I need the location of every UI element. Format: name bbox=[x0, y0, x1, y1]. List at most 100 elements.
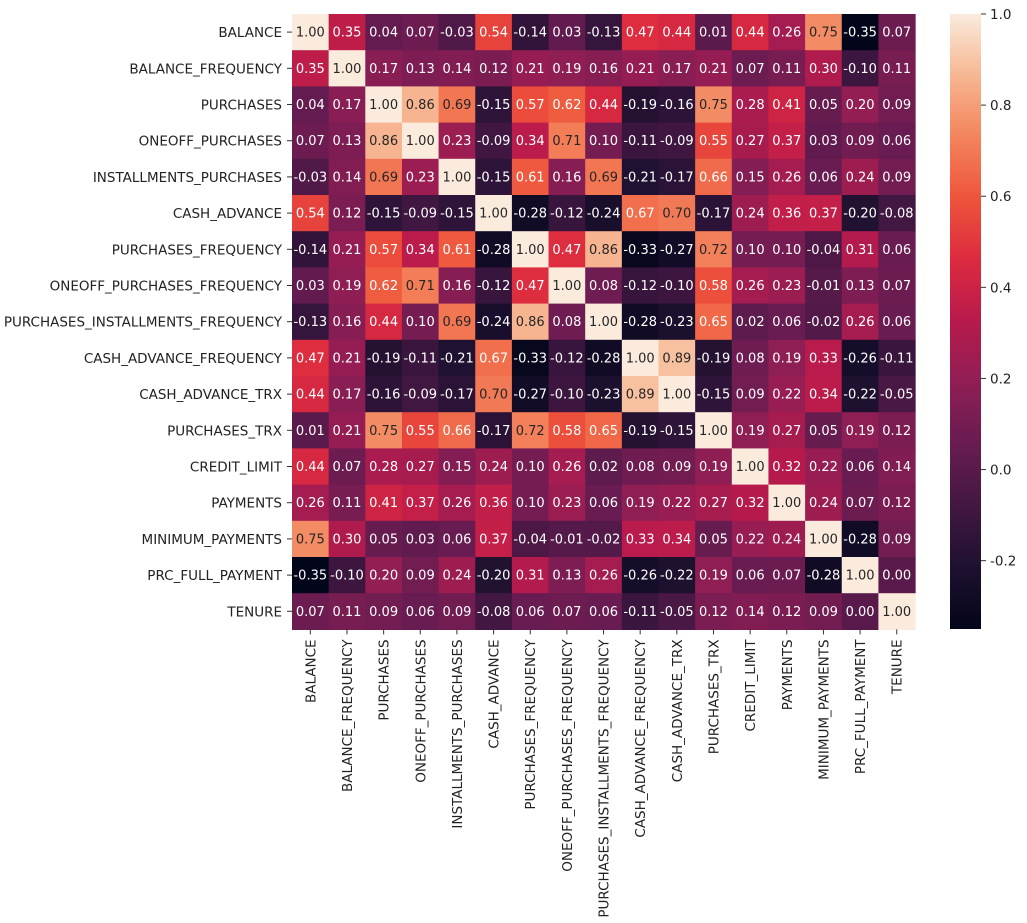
heatmap-cell-label: 0.24 bbox=[846, 170, 875, 185]
heatmap-cell bbox=[621, 158, 660, 196]
heatmap-cell bbox=[805, 339, 843, 377]
heatmap-cell bbox=[768, 339, 806, 377]
heatmap-cell bbox=[695, 195, 733, 232]
heatmap-cell-label: 1.00 bbox=[479, 207, 508, 222]
heatmap-cell-label: 0.10 bbox=[406, 315, 435, 330]
heatmap-cell-label: 0.55 bbox=[406, 424, 435, 439]
heatmap-cell-label: -0.24 bbox=[587, 207, 621, 222]
heatmap-cell-label: 0.34 bbox=[809, 388, 838, 403]
colorbar-tick-label: 0.8 bbox=[990, 98, 1011, 114]
heatmap-cell bbox=[548, 557, 586, 594]
heatmap-cell bbox=[328, 412, 366, 449]
heatmap-cell bbox=[768, 122, 806, 160]
heatmap-cell bbox=[511, 231, 550, 268]
heatmap-cell-label: 0.69 bbox=[442, 315, 471, 330]
heatmap-cell bbox=[475, 14, 513, 51]
row-labels: BALANCE BALANCE_FREQUENCY PURCHASES ONEOFF_… bbox=[4, 25, 292, 620]
heatmap-cell-label: 1.00 bbox=[662, 388, 691, 403]
heatmap-cell bbox=[328, 303, 366, 341]
heatmap-cell-label: 0.66 bbox=[699, 170, 728, 185]
heatmap-cell bbox=[365, 14, 403, 51]
heatmap-cell-label: 0.70 bbox=[479, 388, 508, 403]
heatmap-cell bbox=[475, 231, 513, 268]
heatmap-cell-label: 0.27 bbox=[699, 496, 728, 511]
heatmap-cell-label: 0.62 bbox=[369, 279, 398, 294]
heatmap-cell bbox=[658, 122, 696, 160]
heatmap-cell bbox=[475, 122, 513, 160]
heatmap-cell bbox=[841, 267, 879, 305]
heatmap-cell-label: 0.14 bbox=[882, 460, 911, 475]
heatmap-cell bbox=[365, 593, 403, 630]
heatmap-cell bbox=[731, 593, 770, 630]
heatmap-cell bbox=[768, 448, 806, 486]
heatmap-cell-label: -0.11 bbox=[623, 134, 657, 149]
heatmap-cell-label: 0.07 bbox=[882, 26, 911, 41]
heatmap-cell-label: 0.61 bbox=[516, 170, 545, 185]
heatmap-cell bbox=[841, 593, 879, 630]
heatmap-cell-label: -0.05 bbox=[660, 605, 694, 620]
heatmap-cell bbox=[878, 267, 916, 305]
heatmap-cell-label: 0.02 bbox=[589, 460, 618, 475]
heatmap-cell-label: -0.23 bbox=[660, 315, 694, 330]
heatmap-cell bbox=[805, 50, 843, 87]
heatmap-cell-label: 0.15 bbox=[442, 460, 471, 475]
heatmap-cell bbox=[621, 14, 660, 51]
heatmap-cell bbox=[695, 303, 733, 341]
heatmap-cell-label: 0.17 bbox=[662, 62, 691, 77]
heatmap-cell bbox=[878, 448, 916, 486]
heatmap-cell bbox=[365, 122, 403, 160]
heatmap-cell-label: -0.12 bbox=[550, 207, 584, 222]
heatmap-cell-label: 0.07 bbox=[332, 460, 361, 475]
heatmap-cell-label: 0.57 bbox=[516, 98, 545, 113]
heatmap-cell-label: -0.15 bbox=[477, 170, 511, 185]
column-label: PRC_FULL_PAYMENT bbox=[853, 639, 869, 774]
heatmap-cell-label: -0.10 bbox=[330, 569, 364, 584]
heatmap-cell-label: 0.09 bbox=[442, 605, 471, 620]
heatmap-cell-label: 0.13 bbox=[406, 62, 435, 77]
heatmap-cell bbox=[401, 14, 440, 51]
heatmap-cell-label: -0.03 bbox=[440, 26, 474, 41]
heatmap-cell bbox=[695, 158, 733, 196]
row-label: CASH_ADVANCE_TRX bbox=[139, 387, 282, 403]
heatmap-cell bbox=[621, 593, 660, 630]
heatmap-cell-label: 0.06 bbox=[589, 496, 618, 511]
heatmap-cell bbox=[805, 412, 843, 449]
heatmap-cell bbox=[438, 195, 476, 232]
heatmap-cell bbox=[878, 158, 916, 196]
heatmap-cell-label: 0.12 bbox=[882, 496, 911, 511]
heatmap-cell bbox=[768, 195, 806, 232]
heatmap-cell bbox=[511, 158, 550, 196]
heatmap-cell-label: 0.24 bbox=[479, 460, 508, 475]
heatmap-cell bbox=[731, 14, 770, 51]
heatmap-cell-label: 0.26 bbox=[772, 26, 801, 41]
heatmap-cell bbox=[292, 303, 330, 341]
heatmap-cell bbox=[401, 412, 440, 449]
heatmap-cell-label: 0.05 bbox=[809, 98, 838, 113]
heatmap-cell bbox=[511, 339, 550, 377]
heatmap-cell-label: 0.24 bbox=[809, 496, 838, 511]
colorbar-tick-label: 0.0 bbox=[990, 463, 1011, 479]
heatmap-cell-label: -0.08 bbox=[477, 605, 511, 620]
heatmap-cell-label: 0.75 bbox=[809, 26, 838, 41]
heatmap-cell bbox=[878, 231, 916, 268]
row-label: BALANCE bbox=[218, 25, 282, 41]
heatmap-cell bbox=[365, 231, 403, 268]
heatmap-cell bbox=[292, 376, 330, 413]
heatmap-cell-label: 0.75 bbox=[296, 532, 325, 547]
heatmap-cell bbox=[548, 195, 586, 232]
heatmap-cell bbox=[731, 448, 770, 486]
heatmap-cell bbox=[548, 448, 586, 486]
heatmap-cell-label: 0.58 bbox=[699, 279, 728, 294]
heatmap-cell-label: -0.16 bbox=[367, 388, 401, 403]
heatmap-cell bbox=[878, 50, 916, 87]
heatmap-cell bbox=[475, 593, 513, 630]
heatmap-cell-label: -0.21 bbox=[623, 170, 657, 185]
heatmap-cell bbox=[731, 376, 770, 413]
heatmap-cell-label: 0.10 bbox=[772, 243, 801, 258]
heatmap-cell-label: -0.01 bbox=[550, 532, 584, 547]
heatmap-cell bbox=[621, 339, 660, 377]
heatmap-cell bbox=[805, 376, 843, 413]
heatmap-cell-label: -0.19 bbox=[367, 351, 401, 366]
heatmap-cell bbox=[731, 412, 770, 449]
heatmap-cell-label: 0.06 bbox=[882, 243, 911, 258]
